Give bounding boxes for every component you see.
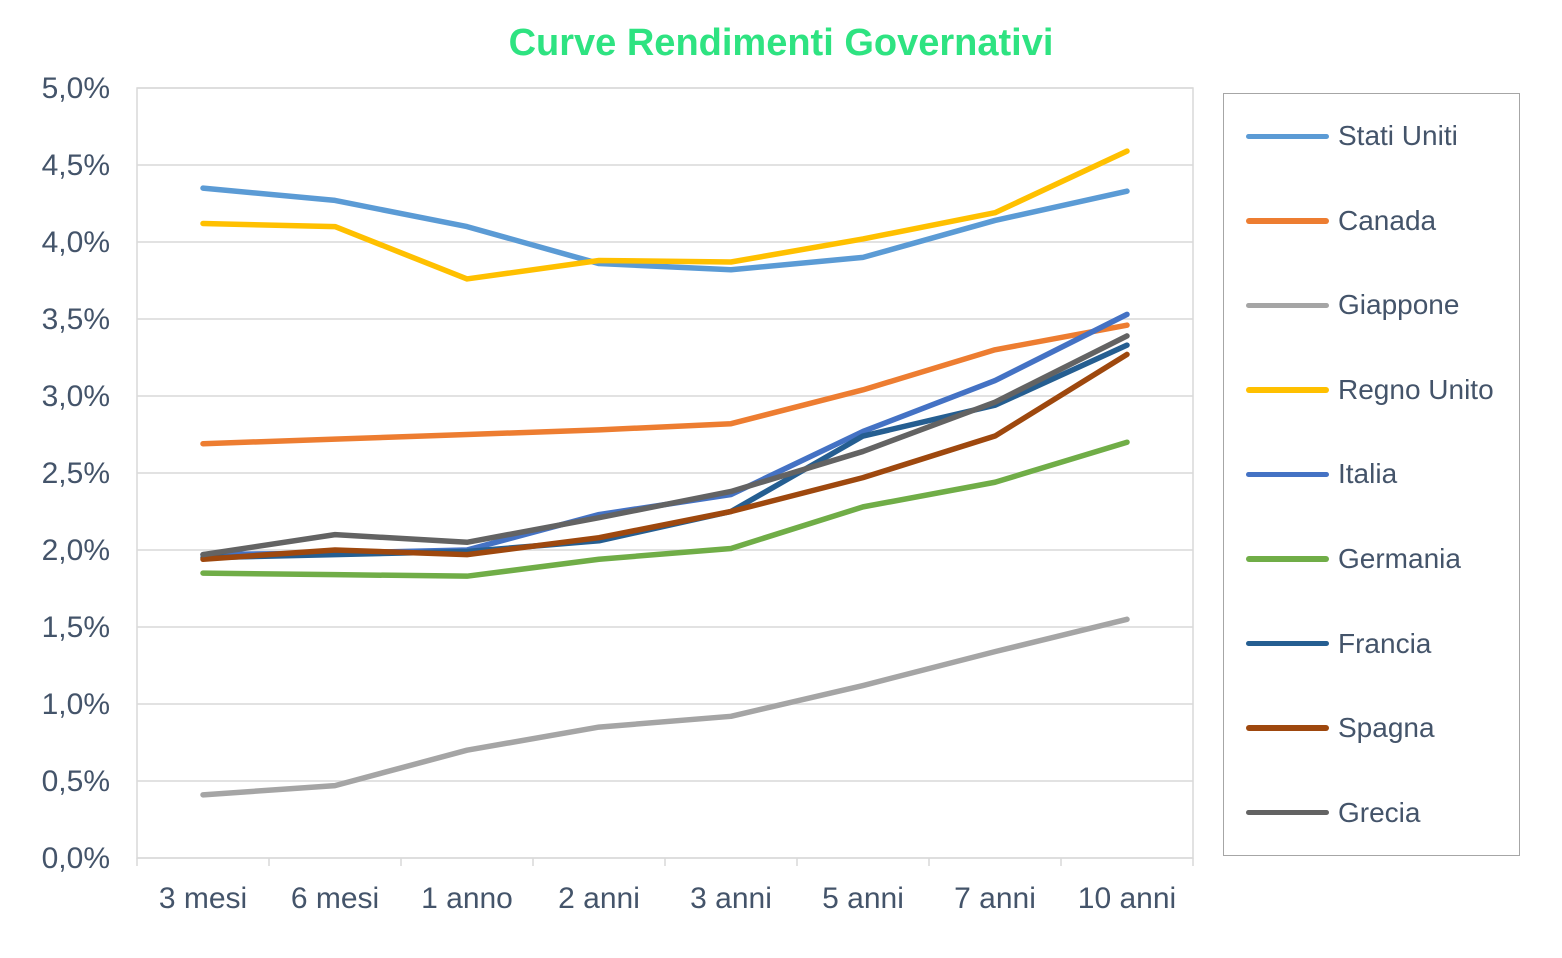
legend-swatch-grecia — [1246, 809, 1329, 816]
y-axis-tick-label: 0,0% — [42, 842, 110, 875]
x-axis-tick-label: 3 mesi — [159, 882, 247, 915]
legend-label-canada: Canada — [1338, 204, 1437, 236]
y-axis-tick-label: 4,0% — [42, 226, 110, 259]
legend-label-regno-unito: Regno Unito — [1338, 373, 1494, 405]
legend-swatch-germania — [1246, 556, 1329, 562]
legend-item-spagna: Spagna — [1246, 712, 1519, 744]
legend-swatch-francia — [1246, 640, 1329, 647]
x-axis-tick-label: 3 anni — [690, 882, 772, 915]
x-axis-tick-label: 7 anni — [954, 882, 1036, 915]
legend-swatch-canada — [1246, 218, 1329, 224]
y-axis-tick-label: 5,0% — [42, 72, 110, 105]
y-axis-tick-label: 0,5% — [42, 765, 110, 798]
legend-swatch-stati-uniti — [1246, 133, 1329, 140]
series-line-spagna — [200, 351, 1130, 562]
y-axis-tick-label: 4,5% — [42, 149, 110, 182]
y-axis-tick-label: 1,0% — [42, 688, 110, 721]
legend-swatch-regno-unito — [1246, 387, 1329, 393]
legend-item-grecia: Grecia — [1246, 797, 1519, 829]
legend-item-stati-uniti: Stati Uniti — [1246, 120, 1519, 152]
legend-item-germania: Germania — [1246, 543, 1519, 575]
legend-item-regno-unito: Regno Unito — [1246, 374, 1519, 406]
legend-label-italia: Italia — [1338, 458, 1398, 490]
legend-item-italia: Italia — [1246, 458, 1519, 490]
legend-swatch-giappone — [1246, 302, 1329, 309]
legend-swatch-italia — [1246, 471, 1329, 478]
x-axis-tick-label: 5 anni — [822, 882, 904, 915]
x-axis-tick-label: 6 mesi — [291, 882, 379, 915]
y-axis-tick-label: 3,0% — [42, 380, 110, 413]
x-axis-tick-label: 2 anni — [558, 882, 640, 915]
legend-label-stati-uniti: Stati Uniti — [1338, 120, 1458, 152]
x-axis-tick-label: 1 anno — [421, 882, 513, 915]
y-axis-tick-label: 3,5% — [42, 303, 110, 336]
legend-label-germania: Germania — [1338, 543, 1461, 574]
y-axis-tick-label: 1,5% — [42, 611, 110, 644]
legend-item-giappone: Giappone — [1246, 289, 1519, 321]
legend-label-giappone: Giappone — [1338, 289, 1460, 321]
series-line-regno-unito — [200, 148, 1130, 282]
legend-label-francia: Francia — [1338, 627, 1432, 659]
legend-item-canada: Canada — [1246, 205, 1519, 237]
legend: Stati Uniti Canada Giappone Regno Unito Ital… — [1223, 93, 1520, 856]
x-axis-tick-label: 10 anni — [1078, 882, 1176, 915]
legend-label-grecia: Grecia — [1338, 796, 1421, 828]
chart-title: Curve Rendimenti Governativi — [508, 22, 1054, 64]
series-line-giappone — [200, 616, 1130, 798]
legend-swatch-spagna — [1246, 725, 1329, 731]
series-line-canada — [200, 322, 1130, 447]
series-line-germania — [200, 439, 1130, 579]
y-axis-tick-label: 2,5% — [42, 457, 110, 490]
legend-item-francia: Francia — [1246, 628, 1519, 660]
y-axis-tick-label: 2,0% — [42, 534, 110, 567]
legend-label-spagna: Spagna — [1338, 712, 1435, 744]
series-line-grecia — [200, 333, 1130, 558]
series-line-stati-uniti — [200, 185, 1130, 273]
